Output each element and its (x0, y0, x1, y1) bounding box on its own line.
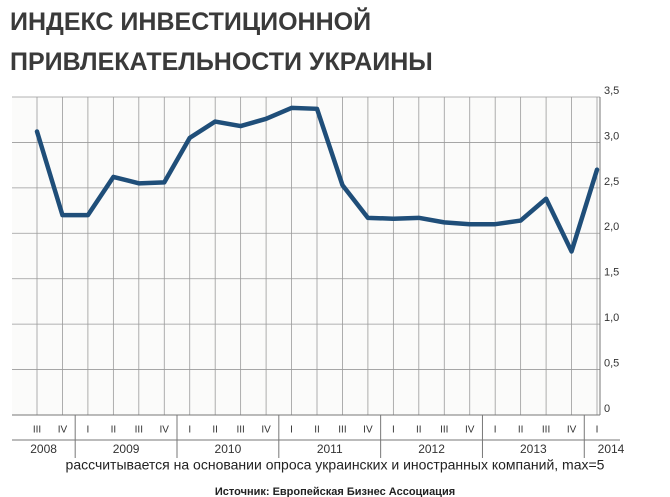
year-label: 2008 (30, 442, 57, 456)
x-tick-label: I (494, 425, 497, 436)
x-tick-label: IV (363, 425, 373, 436)
chart-title: ПРИВЛЕКАТЕЛЬНОСТИ УКРАИНЫ (10, 48, 433, 76)
year-label: 2009 (113, 442, 140, 456)
x-tick-label: II (518, 425, 524, 436)
x-tick-label: IV (160, 425, 170, 436)
x-tick-label: IV (465, 425, 475, 436)
x-tick-label: IV (58, 425, 68, 436)
x-tick-label: III (135, 425, 143, 436)
x-tick-label: I (392, 425, 395, 436)
year-label: 2010 (215, 442, 242, 456)
y-tick-label: 1,5 (604, 267, 619, 279)
x-tick-label: I (596, 425, 599, 436)
source: Источник: Европейская Бизнес Ассоциация (215, 486, 455, 497)
y-tick-label: 2,5 (604, 176, 619, 188)
x-tick-label: III (236, 425, 244, 436)
plot-background (12, 97, 600, 415)
y-tick-label: 3,5 (604, 85, 619, 97)
x-tick-label: III (542, 425, 550, 436)
year-label: 2014 (598, 442, 625, 456)
x-tick-label: II (416, 425, 422, 436)
chart-title: ИНДЕКС ИНВЕСТИЦИОННОЙ (10, 6, 371, 36)
x-tick-label: IV (261, 425, 271, 436)
x-tick-label: III (33, 425, 41, 436)
x-tick-label: III (440, 425, 448, 436)
x-tick-label: I (290, 425, 293, 436)
x-tick-label: II (111, 425, 117, 436)
y-tick-label: 2,0 (604, 221, 619, 233)
data-line (34, 105, 600, 254)
y-tick-label: 3,0 (604, 130, 619, 142)
y-tick-label: 1,0 (604, 312, 619, 324)
y-tick-label: 0 (604, 403, 610, 415)
x-tick-label: II (314, 425, 320, 436)
y-tick-label: 0,5 (604, 357, 619, 369)
year-label: 2011 (317, 442, 343, 456)
x-tick-label: IV (567, 425, 577, 436)
year-label: 2012 (418, 442, 445, 456)
note: рассчитывается на основании опроса украи… (66, 457, 605, 473)
x-tick-label: II (212, 425, 218, 436)
x-tick-label: III (338, 425, 346, 436)
x-tick-label: I (87, 425, 90, 436)
year-label: 2013 (520, 442, 547, 456)
x-tick-label: I (188, 425, 191, 436)
